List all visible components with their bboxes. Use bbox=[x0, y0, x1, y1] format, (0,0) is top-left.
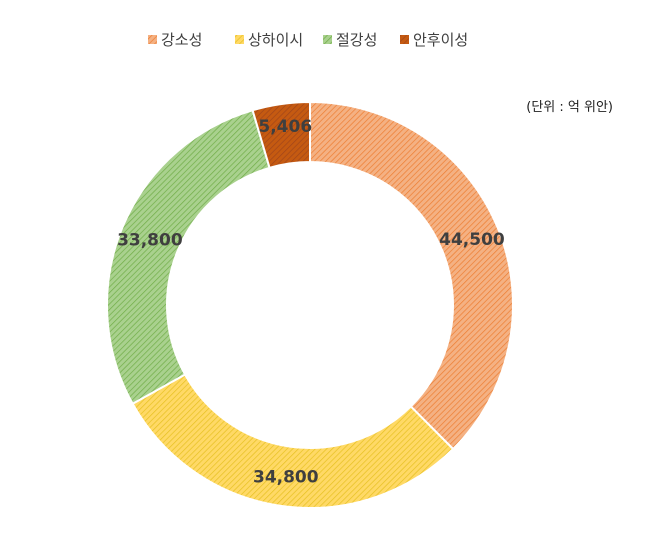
legend-item-3: 절강성 bbox=[323, 31, 377, 49]
legend-item-4: 안후이성 bbox=[400, 31, 468, 49]
legend-label-2: 상하이시 bbox=[248, 31, 303, 49]
legend-label-4: 안후이성 bbox=[413, 31, 468, 49]
unit-label: (단위 : 억 위안) bbox=[526, 100, 613, 115]
legend-swatch-4 bbox=[400, 35, 409, 44]
slice-4 bbox=[251, 100, 311, 170]
data-label-4: 5,406 bbox=[258, 117, 312, 137]
legend-swatch-3 bbox=[323, 35, 332, 44]
legend-label-1: 강소성 bbox=[161, 31, 202, 49]
chart-legend: 강소성 상하이시 절강성 안후이성 bbox=[148, 31, 468, 49]
legend-swatch-2 bbox=[235, 35, 244, 44]
data-labels: 44,500 34,800 33,800 5,406 bbox=[117, 117, 505, 488]
legend-swatch-1 bbox=[148, 35, 157, 44]
legend-label-3: 절강성 bbox=[336, 31, 377, 49]
data-label-3: 33,800 bbox=[117, 231, 183, 251]
data-label-1: 44,500 bbox=[439, 230, 505, 250]
doughnut-slices bbox=[106, 100, 514, 509]
slice-3 bbox=[106, 109, 271, 406]
slice-2 bbox=[131, 373, 455, 509]
data-label-2: 34,800 bbox=[253, 467, 319, 487]
slice-1 bbox=[309, 100, 514, 451]
legend-item-1: 강소성 bbox=[148, 31, 202, 49]
legend-item-2: 상하이시 bbox=[235, 31, 303, 49]
